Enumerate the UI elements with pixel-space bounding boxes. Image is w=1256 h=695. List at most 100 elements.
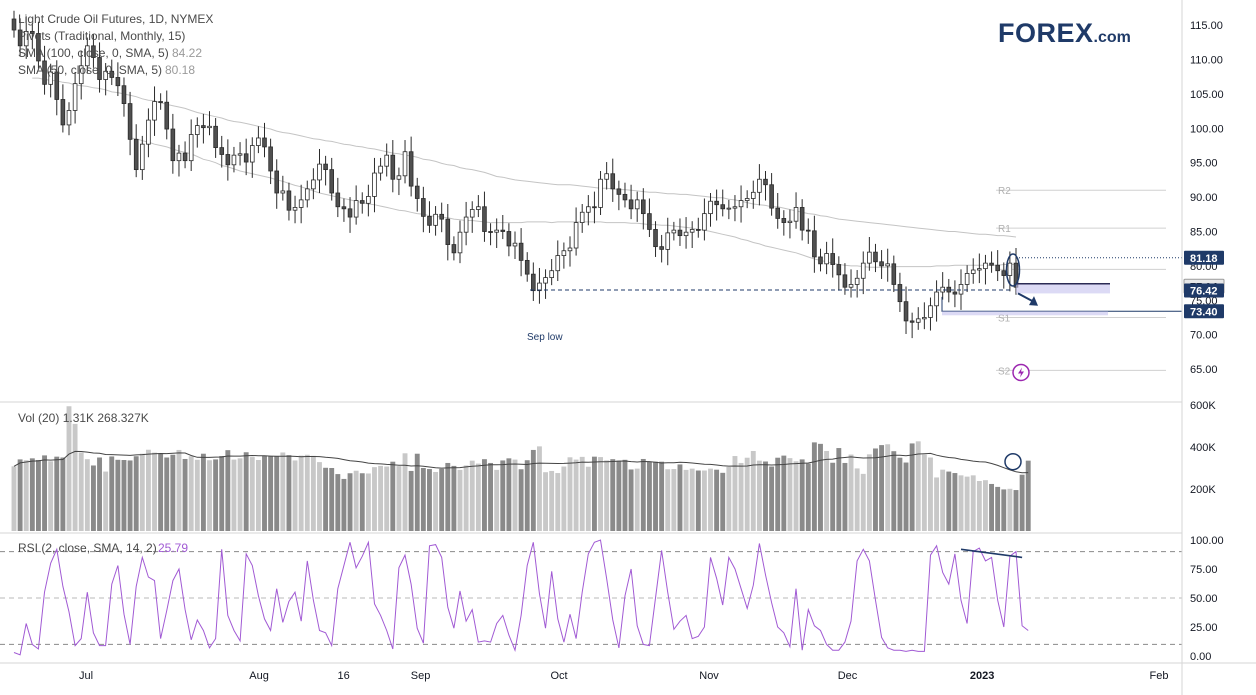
- volume-bar: [952, 473, 958, 531]
- candle-body-up: [176, 152, 182, 162]
- candle: [207, 111, 212, 136]
- candle-body-down: [891, 263, 897, 285]
- candle: [860, 251, 866, 295]
- volume-bar: [359, 473, 365, 531]
- candle-body-up: [457, 231, 463, 254]
- volume-bar: [518, 469, 524, 531]
- candle-body-down: [836, 264, 842, 276]
- candle: [842, 263, 848, 295]
- candle: [671, 221, 677, 241]
- volume-bar: [182, 458, 188, 531]
- price-axis[interactable]: 115.00 110.00 105.00 100.00 95.00 90.00 85.00 8…: [1183, 20, 1225, 663]
- candle-body-down: [243, 153, 249, 163]
- candle: [769, 173, 774, 216]
- candle: [805, 218, 811, 244]
- candle-body-up: [970, 269, 976, 274]
- candle: [280, 175, 286, 201]
- candle-body-down: [879, 261, 884, 267]
- candle-body-up: [476, 206, 481, 210]
- candle-body-up: [579, 211, 585, 223]
- rsi-tick-label: 75.00: [1190, 564, 1218, 576]
- candle-body-up: [48, 71, 53, 85]
- volume-bar: [891, 451, 897, 531]
- candle-body-down: [641, 199, 646, 215]
- volume-bar: [475, 463, 481, 531]
- candle: [500, 215, 506, 240]
- candle: [543, 269, 548, 299]
- candle-body-up: [848, 284, 854, 288]
- candle-body-down: [427, 215, 432, 226]
- volume-bar: [500, 460, 506, 531]
- candle: [97, 42, 102, 93]
- candle-body-down: [622, 193, 628, 201]
- volume-bar: [873, 448, 878, 531]
- candle: [36, 21, 41, 69]
- candle-body-up: [494, 229, 499, 233]
- volume-bar: [989, 483, 995, 531]
- candle: [628, 184, 634, 220]
- volume-bar: [29, 458, 35, 531]
- candle: [812, 215, 817, 273]
- volume-bar: [164, 457, 170, 531]
- candle-body-down: [164, 101, 170, 130]
- candle-body-down: [335, 192, 341, 208]
- candle-body-down: [720, 204, 726, 210]
- candle-body-up: [396, 175, 402, 180]
- candle-body-up: [304, 188, 310, 201]
- candle: [757, 164, 762, 206]
- volume-bar: [317, 462, 322, 531]
- candle: [689, 221, 695, 249]
- candle-body-down: [323, 163, 328, 171]
- volume-bar: [561, 466, 567, 531]
- candle: [775, 192, 781, 229]
- volume-bar: [298, 455, 304, 531]
- volume-bar: [457, 469, 463, 531]
- volume-bar: [54, 456, 60, 531]
- candle: [641, 188, 646, 230]
- candle-body-up: [85, 45, 90, 67]
- rsi-pane: [0, 539, 1182, 656]
- candle: [109, 59, 115, 86]
- candle: [384, 143, 389, 177]
- volume-bar: [604, 460, 610, 531]
- candle-body-up: [249, 145, 255, 163]
- volume-bar: [353, 470, 359, 531]
- candle-body-down: [439, 213, 444, 220]
- volume-bar: [225, 450, 231, 531]
- pivot-label-s2: S2: [998, 366, 1011, 377]
- candle-body-down: [677, 229, 683, 237]
- candle: [738, 185, 744, 223]
- candle-body-down: [421, 198, 426, 217]
- sma50-legend: SMA (50, close, 0, SMA, 5): [18, 63, 162, 77]
- candle-body-up: [738, 200, 744, 208]
- candle: [995, 250, 1000, 282]
- candle-body-up: [964, 273, 970, 285]
- candle: [366, 184, 371, 217]
- candle: [433, 206, 438, 236]
- volume-bar: [610, 459, 616, 531]
- candle-body-up: [469, 209, 475, 218]
- candle-body-up: [72, 83, 78, 111]
- volume-bar: [549, 470, 555, 531]
- candle-body-down: [60, 99, 66, 126]
- candle-body-down: [781, 218, 787, 223]
- volume-bar: [152, 452, 157, 531]
- volume-bar: [408, 470, 414, 531]
- volume-bar: [11, 466, 17, 531]
- volume-bar: [329, 468, 335, 531]
- time-axis[interactable]: Jul Aug 16 Sep Oct Nov Dec 2023 Feb: [79, 670, 1169, 682]
- candle-body-down: [531, 273, 536, 292]
- candle: [176, 144, 182, 177]
- volume-bar: [763, 461, 768, 531]
- candle: [549, 259, 554, 286]
- candle: [763, 170, 768, 201]
- volume-bar: [579, 456, 585, 531]
- candle-body-down: [775, 207, 781, 219]
- candle: [378, 157, 383, 181]
- candle-body-up: [915, 318, 921, 323]
- candle-body-up: [934, 291, 939, 307]
- volume-bar: [836, 448, 842, 531]
- volume-bar: [17, 459, 23, 531]
- candle: [396, 167, 402, 196]
- candle: [329, 157, 335, 201]
